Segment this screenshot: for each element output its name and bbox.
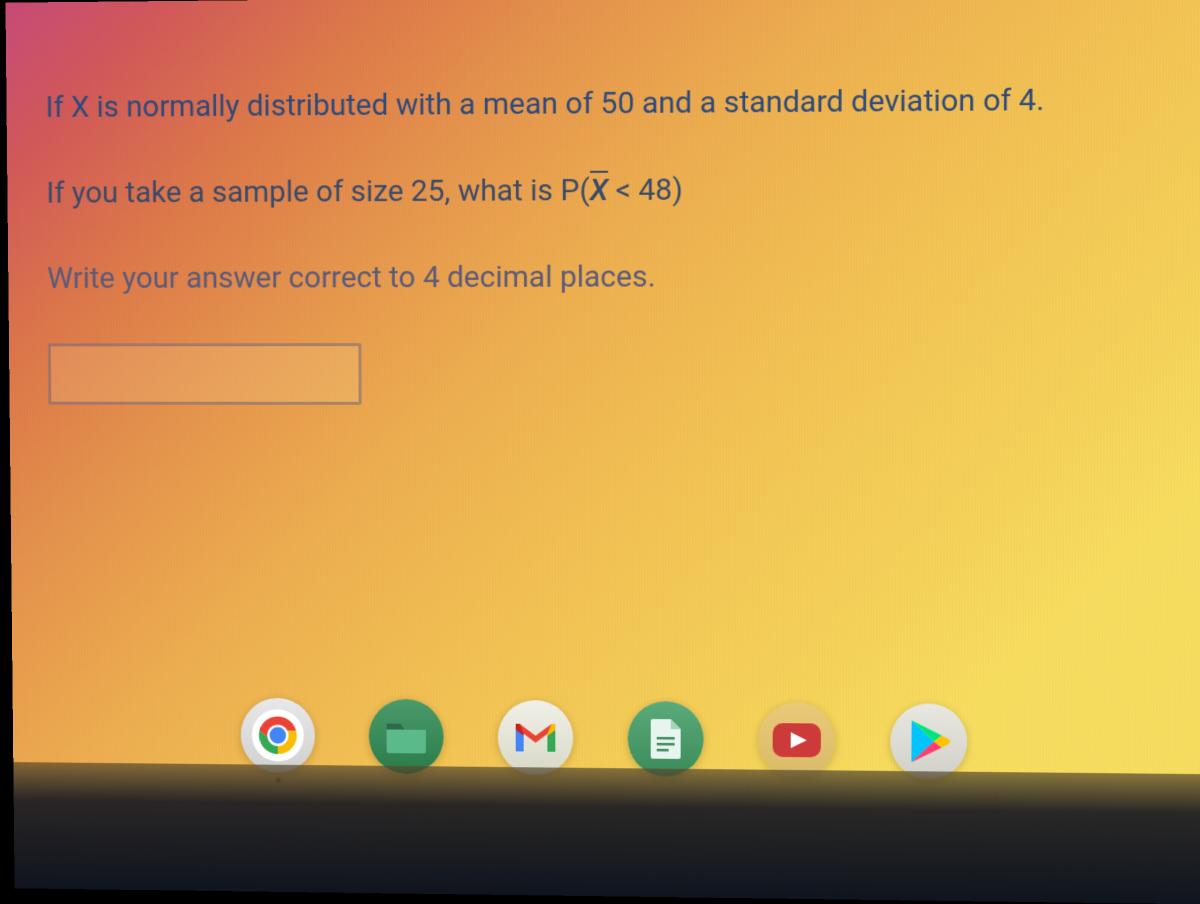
chrome-icon[interactable] xyxy=(240,698,315,773)
chrome-logo-svg xyxy=(249,707,306,764)
youtube-logo-svg xyxy=(770,721,822,759)
youtube-icon[interactable] xyxy=(758,702,835,778)
question-area: If X is normally distributed with a mean… xyxy=(16,52,1200,643)
x-bar-symbol: X xyxy=(590,173,608,208)
screen-content: If X is normally distributed with a mean… xyxy=(5,0,1200,904)
question-line-1: If X is normally distributed with a mean… xyxy=(45,73,1171,133)
gmail-icon[interactable] xyxy=(497,700,572,776)
answer-input[interactable] xyxy=(48,343,362,405)
docs-logo-svg xyxy=(648,717,682,761)
gmail-logo-svg xyxy=(511,720,559,756)
question-line-2: If you take a sample of size 25, what is… xyxy=(46,162,1170,219)
question-line-2-prefix: If you take a sample of size 25, what is… xyxy=(46,173,589,211)
docs-icon[interactable] xyxy=(627,701,703,777)
play-logo-svg xyxy=(907,718,950,764)
question-line-3: Write your answer correct to 4 decimal p… xyxy=(47,250,1170,304)
monitor-bezel-bottom xyxy=(13,762,1200,904)
files-icon[interactable] xyxy=(368,699,443,775)
play-store-icon[interactable] xyxy=(890,703,967,780)
files-folder-svg xyxy=(384,718,427,756)
question-line-2-suffix: < 48) xyxy=(608,172,683,208)
